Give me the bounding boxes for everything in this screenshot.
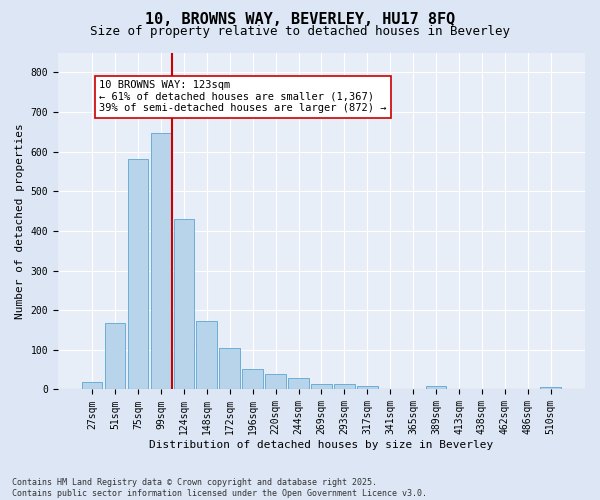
Bar <box>334 384 355 390</box>
Bar <box>242 369 263 390</box>
Bar <box>311 384 332 390</box>
Y-axis label: Number of detached properties: Number of detached properties <box>15 123 25 319</box>
Text: Contains HM Land Registry data © Crown copyright and database right 2025.
Contai: Contains HM Land Registry data © Crown c… <box>12 478 427 498</box>
Text: 10, BROWNS WAY, BEVERLEY, HU17 8FQ: 10, BROWNS WAY, BEVERLEY, HU17 8FQ <box>145 12 455 28</box>
Bar <box>196 322 217 390</box>
Bar <box>426 386 446 390</box>
Text: 10 BROWNS WAY: 123sqm
← 61% of detached houses are smaller (1,367)
39% of semi-d: 10 BROWNS WAY: 123sqm ← 61% of detached … <box>99 80 386 114</box>
X-axis label: Distribution of detached houses by size in Beverley: Distribution of detached houses by size … <box>149 440 494 450</box>
Text: Size of property relative to detached houses in Beverley: Size of property relative to detached ho… <box>90 25 510 38</box>
Bar <box>220 348 240 390</box>
Bar <box>288 378 309 390</box>
Bar <box>541 387 561 390</box>
Bar <box>105 323 125 390</box>
Bar <box>82 382 103 390</box>
Bar <box>173 219 194 390</box>
Bar <box>357 386 377 390</box>
Bar <box>265 374 286 390</box>
Bar <box>128 158 148 390</box>
Bar <box>151 132 171 390</box>
